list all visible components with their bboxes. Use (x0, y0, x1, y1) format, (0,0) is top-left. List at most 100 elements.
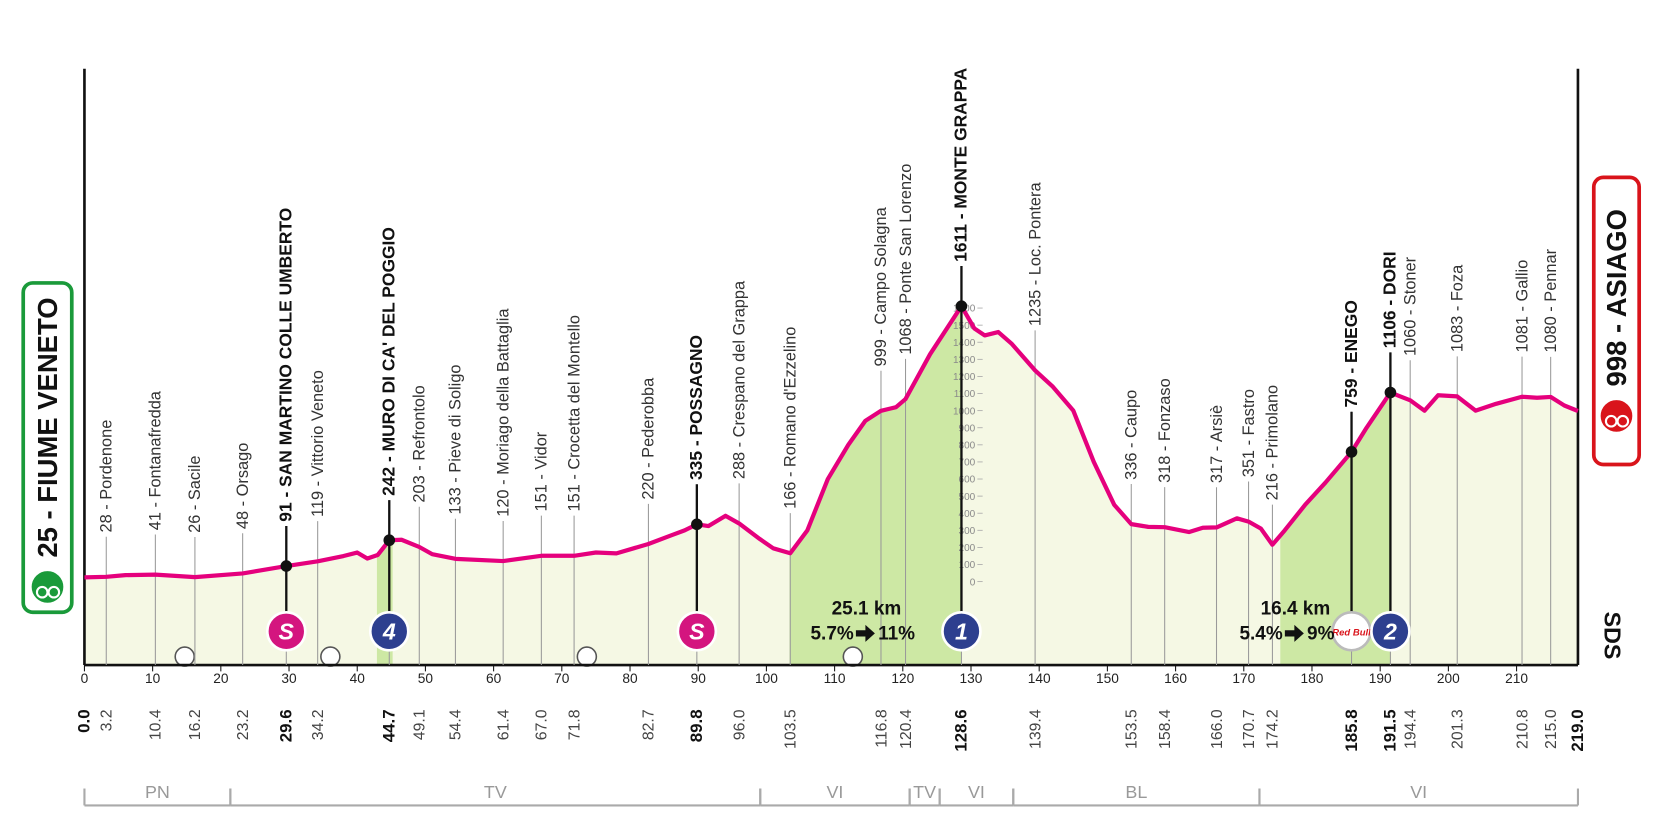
region-label: TV (913, 782, 936, 802)
km-label: 116.8 (873, 709, 890, 748)
climb-length: 25.1 km (832, 598, 902, 619)
km-label: 71.8 (566, 709, 583, 740)
region-label: VI (826, 782, 843, 802)
x-tick-label: 0 (81, 671, 89, 686)
km-label: 215.0 (1543, 709, 1560, 749)
summit-point (691, 518, 703, 531)
waypoint-label: 351 - Fastro (1240, 389, 1258, 477)
waypoint-label: 999 - Campo Solagna (872, 206, 890, 366)
region-label: VI (968, 782, 985, 802)
km-label: 96.0 (731, 709, 748, 740)
rider-icon (1598, 398, 1635, 434)
summit-label: 1106 - DORI (1380, 251, 1400, 348)
summit-point (1345, 446, 1358, 458)
km-label: 16.2 (187, 709, 204, 740)
waypoint-label: 41 - Fontanafredda (147, 390, 165, 530)
climb-marker-label: 2 (1383, 619, 1397, 645)
waypoint-label: 133 - Pieve di Soligo (447, 364, 465, 514)
rider-icon (29, 568, 66, 605)
x-tick-label: 190 (1369, 671, 1392, 686)
x-tick-label: 90 (691, 671, 707, 686)
climb-avg: 5.7% (811, 624, 854, 645)
y-tick-label: 200 (959, 543, 976, 554)
waypoint-label: 166 - Romano d'Ezzelino (782, 327, 800, 509)
km-label: 29.6 (277, 709, 296, 742)
tunnel-icon (842, 646, 864, 667)
y-tick-label: 1200 (953, 372, 976, 383)
x-tick-label: 30 (281, 671, 297, 686)
x-tick-label: 120 (891, 671, 914, 686)
waypoint-label: 26 - Sacile (186, 456, 204, 533)
summit-point (280, 560, 293, 572)
region-label: PN (145, 782, 170, 802)
y-tick-label: 800 (959, 441, 976, 452)
waypoint-label: 120 - Moriago della Battaglia (494, 308, 512, 517)
waypoint-label: 220 - Pederobba (640, 377, 658, 500)
x-tick-label: 70 (554, 671, 570, 686)
waypoint-label: 1235 - Loc. Pontera (1026, 182, 1044, 327)
km-label: 201.3 (1450, 709, 1467, 749)
x-tick-label: 10 (145, 671, 161, 686)
climb-marker (676, 610, 718, 652)
summit-point (955, 300, 968, 312)
climb-max: 9% (1307, 624, 1335, 645)
km-label: 23.2 (235, 709, 252, 740)
km-label: 170.7 (1241, 709, 1258, 749)
level-crossing-icon (576, 646, 598, 667)
climb-max: 11% (878, 624, 915, 645)
km-label: 210.8 (1514, 709, 1531, 749)
km-label: 128.6 (952, 709, 971, 751)
km-label: 34.2 (310, 709, 327, 740)
km-label: 158.4 (1157, 709, 1174, 749)
km-label: 54.4 (448, 709, 465, 740)
waypoint-label: 151 - Vidor (533, 431, 551, 511)
finish-label: 998 - ASIAGO (1601, 209, 1632, 386)
x-tick-label: 170 (1232, 671, 1255, 686)
rider-icon (47, 585, 61, 599)
logo: SDS (1599, 612, 1625, 660)
summit-label: 91 - SAN MARTINO COLLE UMBERTO (276, 208, 296, 522)
y-tick-label: 400 (959, 509, 976, 520)
x-tick-label: 200 (1437, 671, 1460, 686)
km-label: 153.5 (1124, 709, 1141, 749)
x-tick-label: 50 (418, 671, 434, 686)
waypoint-label: 151 - Crocetta del Montello (565, 315, 583, 511)
x-tick-label: 150 (1096, 671, 1119, 686)
km-label: 166.0 (1209, 709, 1226, 749)
climb-marker (368, 610, 410, 652)
region-label: VI (1410, 782, 1427, 802)
waypoints: 0.0 25 - FIUME VENETO 3.2 28 - Pordenone 10.… (21, 67, 1642, 752)
waypoint-label: 1068 - Ponte San Lorenzo (897, 164, 915, 355)
climb-length: 16.4 km (1261, 598, 1331, 619)
climb-marker-label: S (279, 619, 295, 645)
waypoint-label: 28 - Pordenone (98, 420, 116, 533)
climb-marker (1370, 610, 1411, 652)
y-tick-label: 1400 (953, 338, 976, 349)
x-tick-label: 130 (960, 671, 983, 686)
y-tick-label: 100 (959, 560, 976, 571)
rider-icon (1616, 414, 1630, 428)
x-tick-label: 40 (350, 671, 366, 686)
waypoint-label: 318 - Fonzaso (1156, 378, 1174, 483)
x-tick-label: 20 (213, 671, 229, 686)
km-label: 185.8 (1342, 709, 1361, 751)
gradient-arrow (855, 624, 875, 642)
km-label: 49.1 (412, 709, 429, 740)
waypoint-label: 1060 - Stoner (1401, 256, 1419, 356)
km-label: 194.4 (1402, 709, 1419, 749)
km-label: 0.0 (75, 709, 94, 732)
waypoint-label: 317 - Arsiè (1208, 405, 1226, 483)
x-tick-label: 140 (1028, 671, 1051, 686)
km-label: 219.0 (1568, 709, 1587, 751)
climb-marker (941, 610, 982, 652)
climb-marker-label: 4 (382, 619, 396, 645)
summit-label: 335 - POSSAGNO (686, 335, 706, 480)
km-label: 44.7 (380, 709, 399, 742)
place-box (1591, 175, 1642, 467)
y-tick-label: 900 (959, 423, 976, 434)
region-label: BL (1125, 782, 1147, 802)
climb-avg: 5.4% (1239, 624, 1282, 645)
km-label: 174.2 (1265, 709, 1282, 749)
waypoint-label: 216 - Primolano (1264, 385, 1282, 500)
